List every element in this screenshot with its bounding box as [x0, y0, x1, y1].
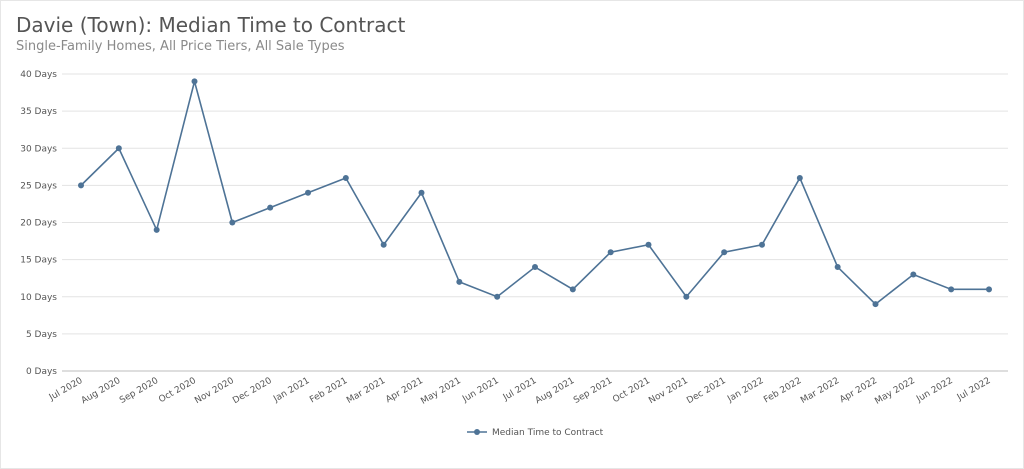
x-tick-label: Dec 2020 — [231, 376, 274, 406]
series-points — [78, 78, 992, 308]
data-point[interactable] — [721, 249, 728, 256]
data-point[interactable] — [418, 189, 425, 196]
data-point[interactable] — [986, 286, 992, 293]
chart-title: Davie (Town): Median Time to Contract — [16, 13, 406, 37]
legend-dot-marker — [474, 429, 480, 435]
data-point[interactable] — [267, 204, 274, 211]
data-point[interactable] — [115, 145, 122, 152]
data-point[interactable] — [796, 174, 803, 181]
data-point[interactable] — [380, 241, 387, 248]
data-point[interactable] — [532, 264, 538, 271]
data-point[interactable] — [683, 293, 690, 300]
data-point[interactable] — [834, 264, 841, 271]
chart-subtitle: Single-Family Homes, All Price Tiers, Al… — [16, 39, 345, 54]
y-tick-label: 5 Days — [26, 330, 57, 340]
data-point[interactable] — [456, 278, 463, 285]
data-point[interactable] — [78, 182, 84, 189]
legend[interactable]: Median Time to Contract — [467, 428, 604, 438]
data-point[interactable] — [910, 271, 917, 278]
x-tick-label: Jul 2022 — [955, 376, 993, 403]
data-point[interactable] — [759, 241, 765, 248]
x-tick-label: Nov 2021 — [647, 376, 690, 406]
y-axis-ticks: 0 Days 5 Days 10 Days 15 Days 20 Days 25 Days… — [20, 70, 57, 377]
data-point[interactable] — [191, 78, 198, 85]
series-line — [80, 78, 989, 306]
x-tick-label: Jun 2022 — [914, 376, 954, 405]
x-tick-label: Oct 2021 — [611, 376, 652, 405]
x-tick-label: Dec 2021 — [685, 376, 727, 406]
data-point[interactable] — [494, 293, 501, 300]
x-tick-label: Aug 2020 — [80, 376, 123, 406]
data-point[interactable] — [229, 219, 236, 226]
data-point[interactable] — [645, 241, 652, 248]
x-tick-label: May 2021 — [419, 376, 462, 407]
legend-label: Median Time to Contract — [492, 428, 604, 438]
x-tick-label: Jun 2021 — [460, 376, 500, 405]
data-point[interactable] — [153, 226, 160, 233]
x-tick-label: Feb 2022 — [762, 376, 803, 406]
y-tick-label: 35 Days — [20, 107, 57, 117]
x-tick-label: Jul 2020 — [47, 376, 85, 404]
x-tick-label: Nov 2020 — [193, 376, 236, 406]
y-tick-label: 0 Days — [26, 367, 57, 377]
x-tick-label: Jul 2021 — [501, 376, 539, 403]
x-tick-label: Sep 2021 — [572, 376, 614, 406]
x-tick-label: Feb 2021 — [308, 376, 349, 406]
x-tick-label: Jan 2022 — [725, 376, 765, 405]
x-tick-label: Sep 2020 — [118, 376, 160, 406]
y-tick-label: 15 Days — [20, 256, 57, 266]
data-point[interactable] — [305, 189, 311, 196]
x-tick-label: Apr 2021 — [384, 376, 425, 405]
data-point[interactable] — [569, 286, 576, 293]
x-tick-label: Apr 2022 — [838, 376, 879, 405]
y-tick-label: 10 Days — [20, 293, 57, 303]
x-tick-label: May 2022 — [873, 376, 916, 407]
y-tick-label: 40 Days — [20, 70, 57, 80]
y-tick-label: 25 Days — [20, 181, 57, 191]
x-tick-label: Jan 2021 — [271, 376, 311, 405]
y-tick-label: 30 Days — [20, 144, 57, 154]
data-point[interactable] — [948, 286, 955, 293]
data-point[interactable] — [872, 301, 879, 308]
data-point[interactable] — [607, 249, 614, 256]
x-tick-label: Mar 2022 — [799, 376, 841, 406]
y-tick-label: 20 Days — [20, 219, 57, 229]
x-tick-label: Aug 2021 — [534, 376, 577, 406]
x-tick-label: Mar 2021 — [345, 376, 387, 406]
gridlines — [62, 73, 1008, 372]
data-point[interactable] — [342, 174, 349, 181]
x-tick-label: Oct 2020 — [157, 376, 198, 405]
